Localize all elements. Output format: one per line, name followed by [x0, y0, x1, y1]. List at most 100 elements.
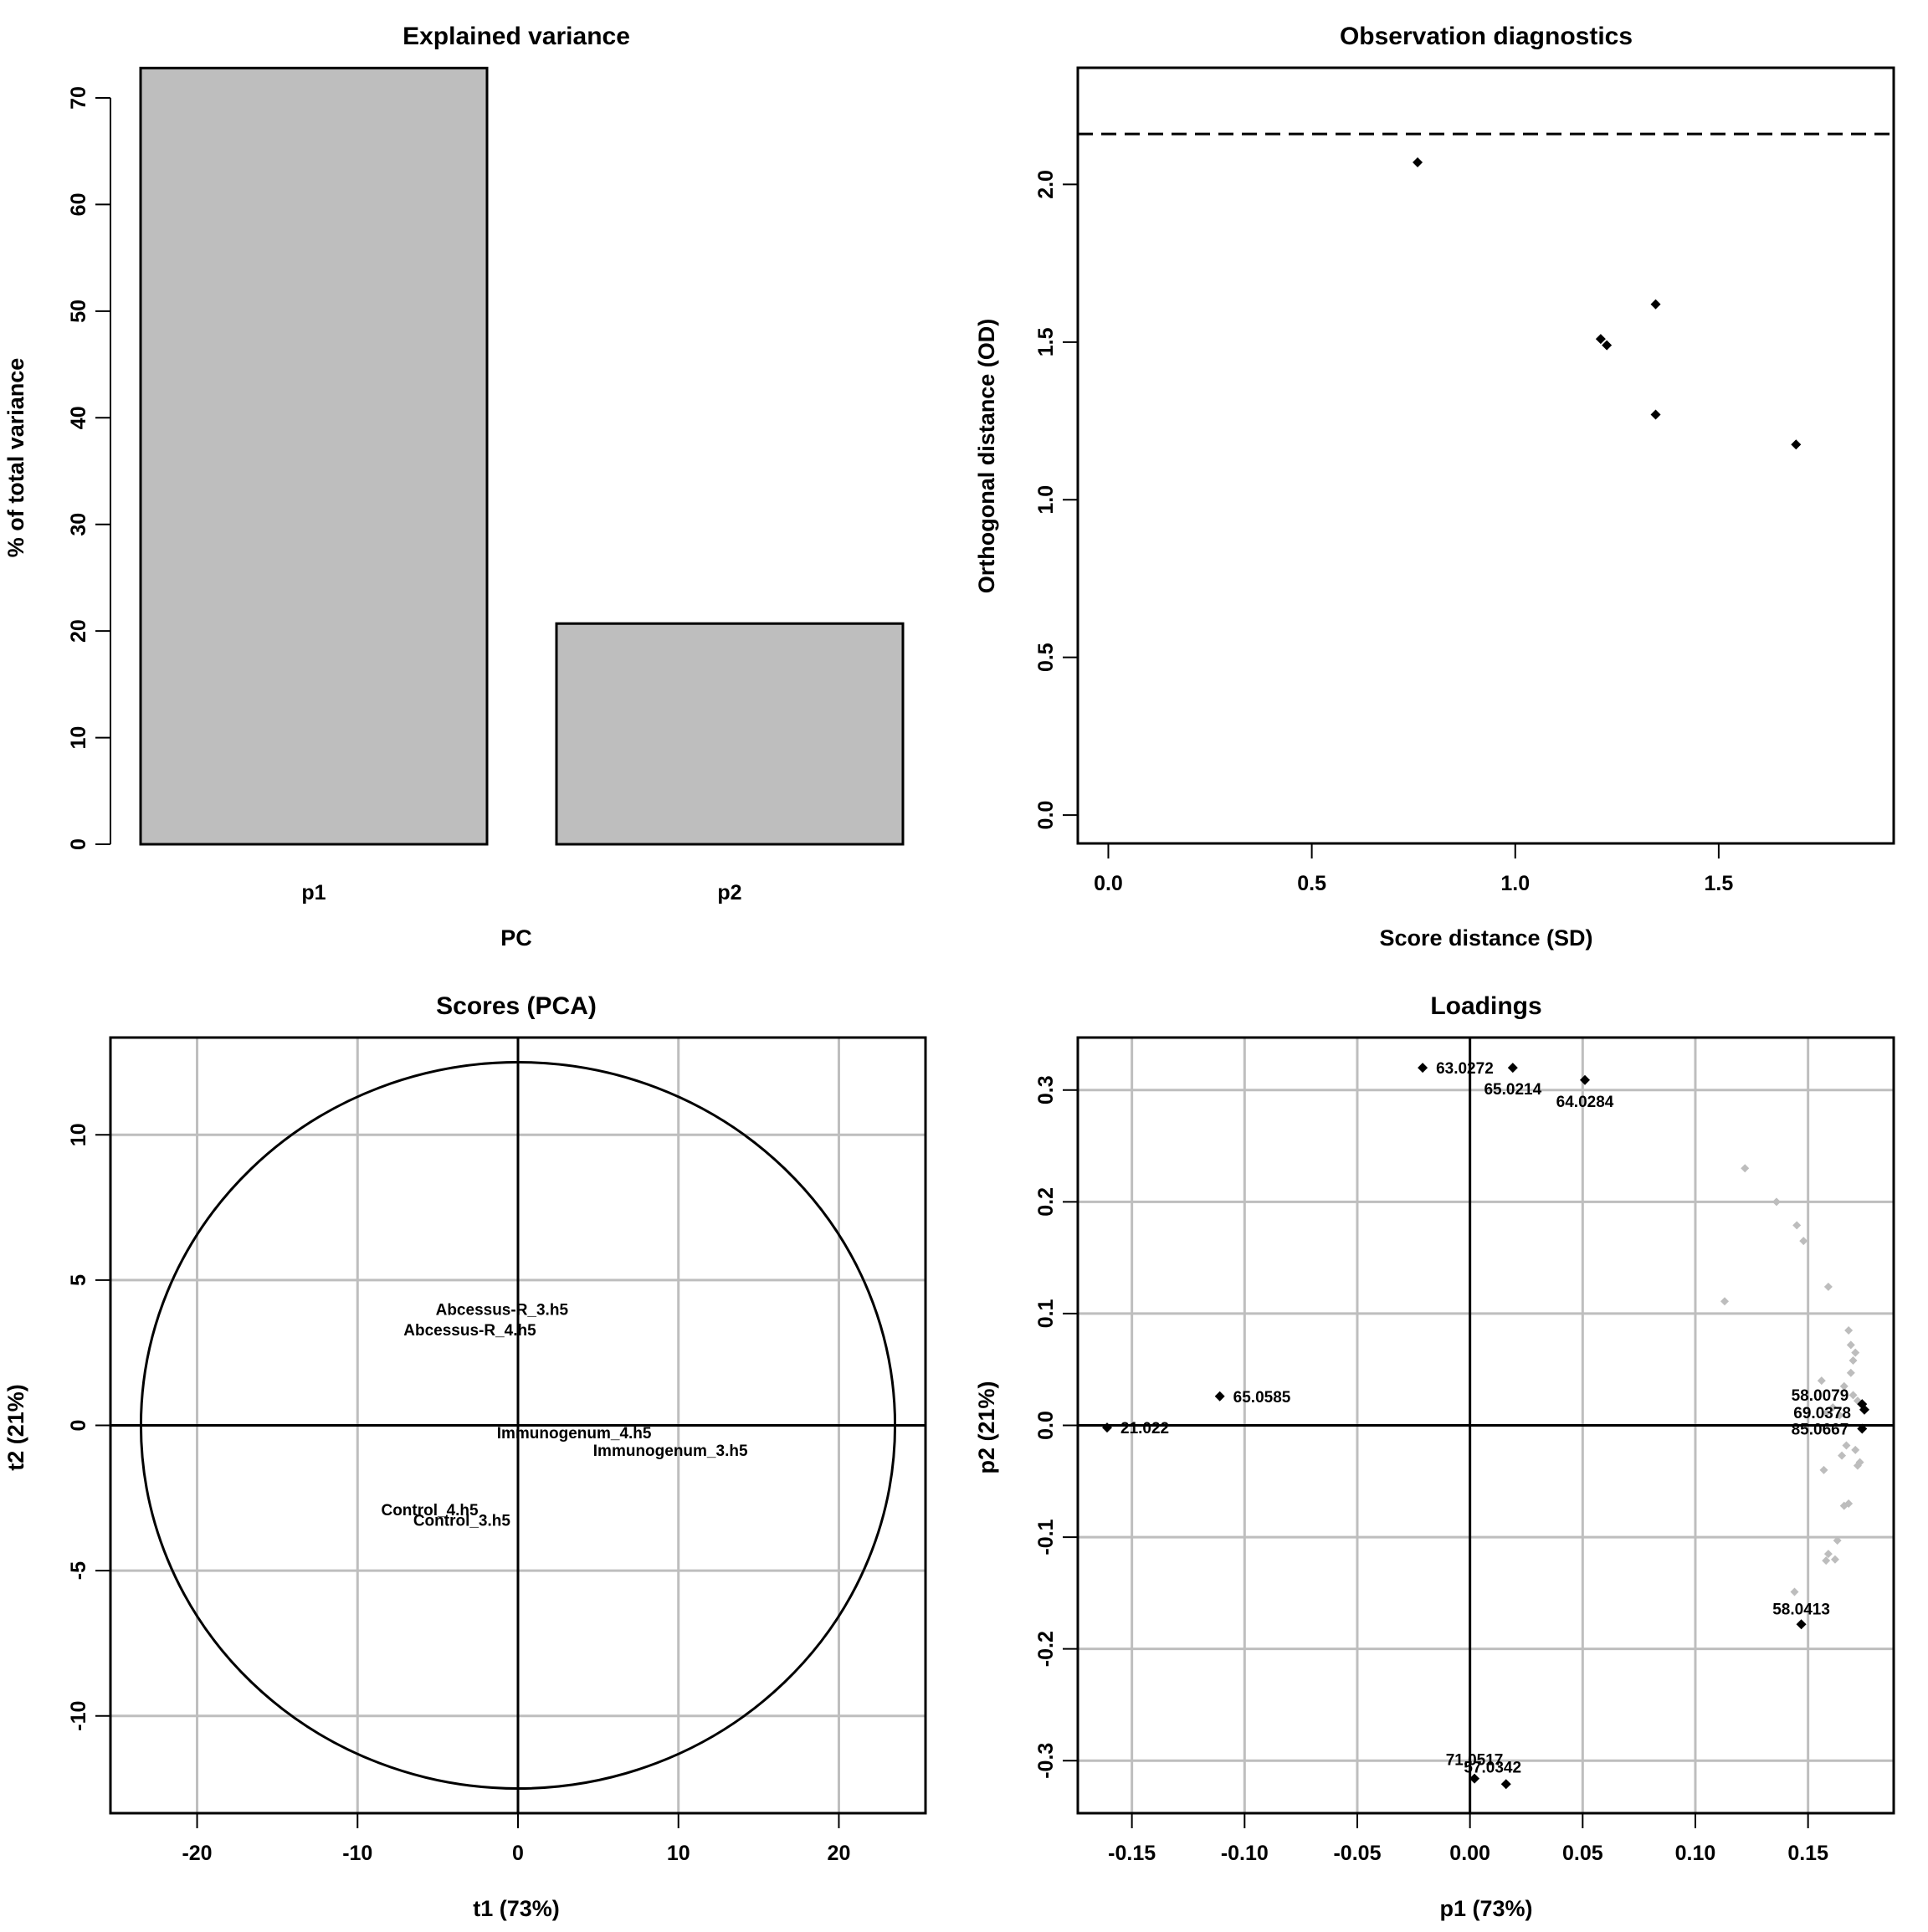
explained-variance-ytick-label: 40: [67, 406, 90, 429]
loading-point-minor: [1849, 1391, 1858, 1400]
explained-variance-ytick-label: 60: [67, 193, 90, 217]
loadings-ytick-label: -0.3: [1034, 1743, 1058, 1779]
loading-point-minor: [1790, 1587, 1799, 1596]
loading-point: [1507, 1063, 1518, 1074]
loading-point: [1214, 1391, 1225, 1402]
loading-point-minor: [1817, 1376, 1826, 1386]
loading-point-minor: [1822, 1556, 1831, 1566]
observation-point: [1413, 157, 1423, 168]
score-point-label: Control_3.h5: [413, 1512, 511, 1530]
loading-point-minor: [1839, 1501, 1849, 1510]
loading-point-label: 69.0378: [1793, 1405, 1851, 1422]
observation-point: [1595, 334, 1606, 345]
observation-point: [1791, 439, 1802, 450]
observation-diagnostics-title: Observation diagnostics: [1340, 23, 1633, 50]
loading-point: [1469, 1773, 1480, 1784]
loading-point: [1796, 1619, 1807, 1630]
score-point-label: Immunogenum_3.h5: [593, 1443, 748, 1460]
explained-variance-ytick-label: 30: [67, 513, 90, 536]
explained-variance-ytick-label: 0: [67, 838, 90, 850]
loadings-xtick-label: -0.15: [1108, 1842, 1156, 1865]
loading-point-minor: [1846, 1368, 1855, 1377]
loading-point-label: 85.0667: [1792, 1422, 1849, 1439]
loadings-xtick-label: 0.10: [1675, 1842, 1716, 1865]
scores-xtick-label: 10: [667, 1842, 690, 1865]
loadings-ytick-label: 0.3: [1034, 1075, 1058, 1104]
variance-bar-label: p1: [301, 881, 326, 905]
loading-point: [1580, 1074, 1591, 1085]
loading-point-label: 71.0517: [1446, 1752, 1504, 1770]
scores-xtick-label: 20: [828, 1842, 851, 1865]
loadings-xtick-label: 0.00: [1449, 1842, 1490, 1865]
loading-point-minor: [1772, 1197, 1781, 1207]
explained-variance-ytick-label: 50: [67, 300, 90, 323]
loading-point: [1857, 1423, 1868, 1434]
variance-bar-p2: [555, 622, 905, 846]
loadings-xlabel: p1 (73%): [1439, 1896, 1532, 1921]
scores-ytick-label: -5: [67, 1561, 90, 1580]
loadings-ytick-label: 0.0: [1034, 1411, 1058, 1440]
loading-point-minor: [1838, 1451, 1847, 1460]
scores-ytick-label: 5: [67, 1274, 90, 1286]
loading-point-minor: [1846, 1340, 1855, 1350]
observation-diagnostics-frame: [1076, 66, 1895, 845]
variance-bar-label: p2: [717, 881, 741, 905]
loading-point-label: 57.0342: [1464, 1759, 1521, 1776]
loading-point: [1102, 1422, 1113, 1433]
scores-xtick-label: -20: [182, 1842, 212, 1865]
observation-point: [1650, 409, 1661, 420]
loading-point-minor: [1823, 1282, 1833, 1291]
loading-point-minor: [1853, 1461, 1862, 1470]
explained-variance-panel: Explained variance PC % of total varianc…: [3, 23, 905, 951]
explained-variance-ytick-label: 10: [67, 726, 90, 750]
observation-diagnostics-ytick-label: 1.5: [1034, 327, 1058, 356]
loading-point-label: 65.0214: [1484, 1081, 1541, 1099]
loading-point-minor: [1822, 1408, 1831, 1417]
observation-diagnostics-xlabel: Score distance (SD): [1379, 925, 1592, 951]
loadings-xtick-label: -0.05: [1333, 1842, 1381, 1865]
loading-point-minor: [1842, 1441, 1851, 1450]
scores-xtick-label: 0: [512, 1842, 524, 1865]
loadings-xtick-label: 0.15: [1787, 1842, 1828, 1865]
observation-diagnostics-xtick-label: 0.0: [1094, 872, 1123, 895]
hotelling-ellipse: [139, 1061, 897, 1790]
explained-variance-xlabel: PC: [500, 925, 532, 951]
loadings-ytick-label: 0.2: [1034, 1187, 1058, 1217]
explained-variance-ylabel: % of total variance: [3, 358, 28, 558]
loading-point-label: 58.0413: [1772, 1601, 1830, 1618]
observation-diagnostics-xtick-label: 1.0: [1500, 872, 1530, 895]
loading-point-minor: [1851, 1445, 1860, 1454]
loading-point-minor: [1839, 1381, 1849, 1391]
explained-variance-ytick-label: 70: [67, 86, 90, 110]
loadings-title: Loadings: [1430, 992, 1541, 1020]
loadings-xtick-label: -0.10: [1221, 1842, 1269, 1865]
loading-point-label: 65.0585: [1233, 1389, 1291, 1407]
observation-point: [1650, 299, 1661, 310]
observation-diagnostics-ylabel: Orthogonal distance (OD): [974, 319, 999, 594]
loading-point-label: 21.022: [1120, 1420, 1169, 1437]
explained-variance-title: Explained variance: [403, 23, 630, 50]
explained-variance-ytick-label: 20: [67, 619, 90, 643]
score-point-label: Abcessus-R_4.h5: [403, 1322, 536, 1340]
score-point-label: Immunogenum_4.h5: [497, 1425, 652, 1443]
loading-point-label: 63.0272: [1436, 1060, 1494, 1078]
loading-point-minor: [1833, 1536, 1842, 1545]
loadings-panel: Loadings p1 (73%) p2 (21%) -0.3-0.2-0.10…: [974, 992, 1895, 1921]
loading-point-minor: [1799, 1237, 1808, 1246]
loading-point-minor: [1851, 1348, 1860, 1357]
scores-ytick-label: 0: [67, 1420, 90, 1432]
scores-panel: Scores (PCA) t1 (73%) t2 (21%) -10 -5 0 5 10…: [3, 992, 927, 1921]
loadings-ytick-label: -0.1: [1034, 1519, 1058, 1555]
observation-diagnostics-ytick-label: 2.0: [1034, 170, 1058, 199]
loading-point: [1859, 1404, 1869, 1415]
loadings-xtick-label: 0.05: [1562, 1842, 1603, 1865]
scores-ytick-label: 10: [67, 1123, 90, 1146]
loading-point-minor: [1720, 1297, 1729, 1306]
observation-diagnostics-xtick-label: 1.5: [1705, 872, 1734, 895]
loading-point: [1418, 1063, 1428, 1074]
observation-diagnostics-ytick-label: 0.5: [1034, 643, 1058, 672]
loading-point-minor: [1830, 1555, 1839, 1564]
loading-point-minor: [1844, 1325, 1854, 1335]
loading-point-label: 58.0079: [1792, 1387, 1849, 1405]
